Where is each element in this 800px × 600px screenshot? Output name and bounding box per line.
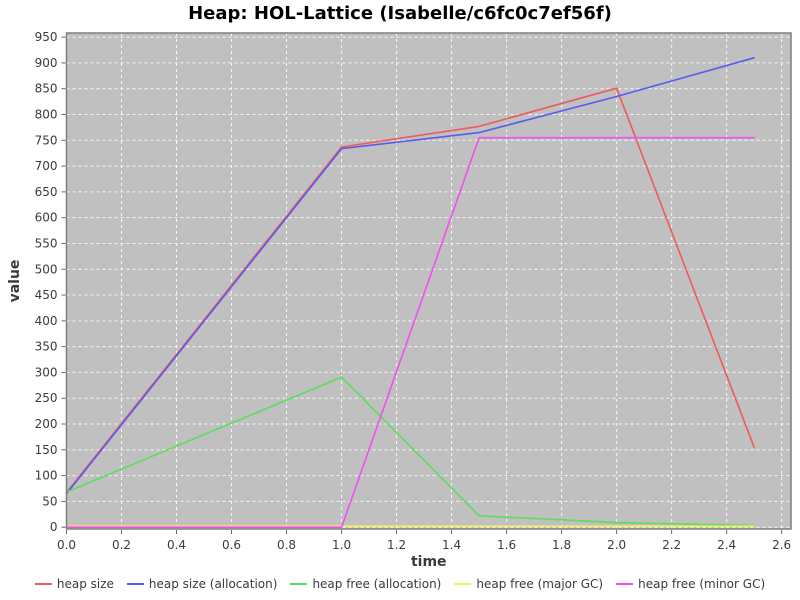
x-tick-label: 0.8 — [277, 538, 296, 552]
y-tick-label: 500 — [35, 262, 58, 276]
x-tick-label: 0.0 — [57, 538, 76, 552]
x-tick-label: 1.6 — [497, 538, 516, 552]
x-tick-label: 1.4 — [442, 538, 461, 552]
legend-item: heap size — [34, 577, 114, 591]
y-tick-label: 350 — [35, 340, 58, 354]
x-tick-label: 1.8 — [552, 538, 571, 552]
series-line-heap-size-allocation — [65, 56, 755, 495]
y-tick-label: 400 — [35, 314, 58, 328]
y-tick-label: 250 — [35, 391, 58, 405]
x-axis-label: time — [411, 554, 447, 570]
y-tick-label: 100 — [35, 469, 58, 483]
y-tick-label: 950 — [35, 30, 58, 44]
series-line-heap-size — [65, 87, 755, 494]
y-tick-label: 850 — [35, 82, 58, 96]
y-tick-label: 550 — [35, 236, 58, 250]
x-tick-label: 2.6 — [772, 538, 791, 552]
axis-ticks: 0 50 100 150 200 250 300 350 400 450 500 550 600 650 7… — [35, 30, 792, 552]
y-tick-label: 300 — [35, 365, 58, 379]
series-line-heap-free-minor-gc — [65, 136, 755, 529]
legend-swatch — [34, 583, 52, 585]
chart-legend: heap size heap size (allocation) heap free… — [0, 577, 800, 591]
x-tick-label: 0.2 — [112, 538, 131, 552]
y-tick-label: 650 — [35, 185, 58, 199]
x-tick-label: 2.2 — [662, 538, 681, 552]
legend-label: heap size (allocation) — [148, 577, 278, 591]
x-tick-label: 0.4 — [167, 538, 186, 552]
y-axis-label: value — [7, 260, 23, 303]
y-tick-label: 900 — [35, 56, 58, 70]
x-tick-label: 1.0 — [332, 538, 351, 552]
x-tick-label: 2.4 — [717, 538, 736, 552]
legend-swatch — [616, 583, 634, 585]
plot-border — [65, 32, 792, 530]
y-tick-label: 750 — [35, 133, 58, 147]
legend-swatch — [126, 583, 144, 585]
y-tick-label: 700 — [35, 159, 58, 173]
legend-swatch — [290, 583, 308, 585]
y-tick-label: 50 — [42, 494, 57, 508]
y-tick-label: 200 — [35, 417, 58, 431]
y-tick-label: 800 — [35, 108, 58, 122]
legend-label: heap free (minor GC) — [638, 577, 766, 591]
series-line-heap-free-allocation — [65, 376, 755, 527]
legend-item: heap free (minor GC) — [616, 577, 765, 591]
x-tick-label: 0.6 — [222, 538, 241, 552]
gridlines — [66, 33, 791, 529]
legend-label: heap size — [56, 577, 114, 591]
chart-title: Heap: HOL-Lattice (Isabelle/c6fc0c7ef56f… — [188, 3, 612, 24]
legend-item: heap free (allocation) — [290, 577, 441, 591]
legend-item: heap size (allocation) — [126, 577, 278, 591]
y-tick-label: 0 — [50, 520, 58, 534]
y-tick-label: 450 — [35, 288, 58, 302]
legend-item: heap free (major GC) — [454, 577, 603, 591]
legend-swatch — [454, 583, 472, 585]
legend-label: heap free (major GC) — [476, 577, 604, 591]
y-tick-label: 150 — [35, 443, 58, 457]
y-tick-label: 600 — [35, 211, 58, 225]
legend-label: heap free (allocation) — [312, 577, 442, 591]
x-tick-label: 1.2 — [387, 538, 406, 552]
x-tick-label: 2.0 — [607, 538, 626, 552]
